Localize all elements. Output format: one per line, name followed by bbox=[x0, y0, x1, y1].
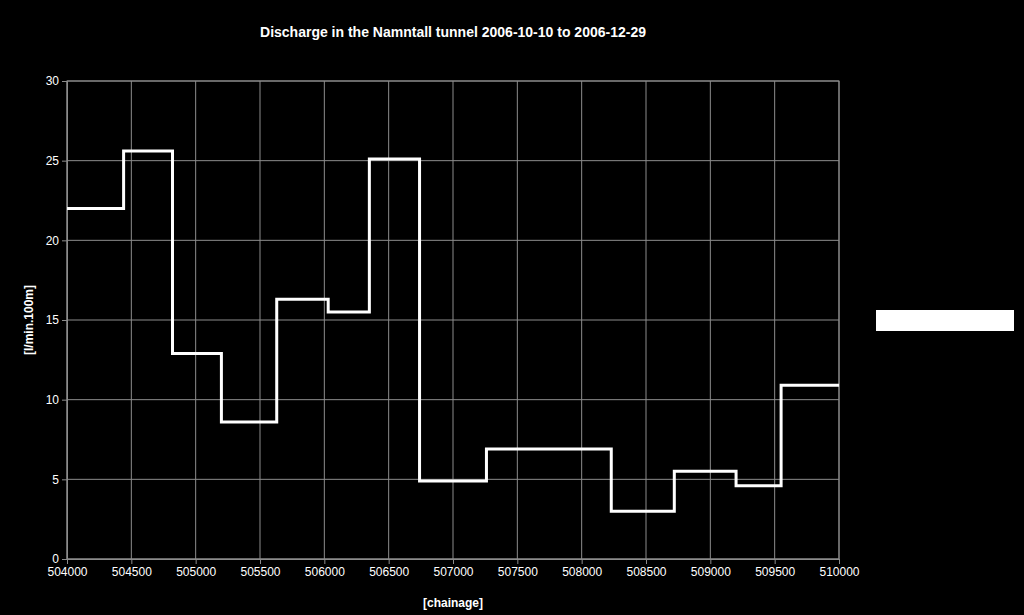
tick: 30 bbox=[46, 74, 67, 88]
x-axis-title: [chainage] bbox=[423, 596, 483, 610]
axis-line bbox=[68, 560, 840, 565]
tick-mark bbox=[839, 559, 840, 564]
x-axis: 504000 504500 505000 505500 506000 506500 5070… bbox=[47, 559, 859, 579]
tick: 508000 bbox=[562, 559, 602, 579]
tick-label: 505500 bbox=[240, 565, 280, 579]
axis-line bbox=[62, 82, 68, 560]
tick-label: 507000 bbox=[433, 565, 473, 579]
tick: 504500 bbox=[112, 559, 152, 579]
tick-mark bbox=[775, 559, 776, 564]
tick: 506500 bbox=[369, 559, 409, 579]
tick-label: 25 bbox=[46, 154, 60, 168]
tick: 505000 bbox=[176, 559, 216, 579]
tick-mark bbox=[62, 400, 67, 401]
tick-label: 505000 bbox=[176, 565, 216, 579]
tick-mark bbox=[646, 559, 647, 564]
legend-box bbox=[876, 310, 1014, 331]
tick-mark bbox=[62, 479, 67, 480]
tick-label: 20 bbox=[46, 234, 60, 248]
tick-label: 504500 bbox=[112, 565, 152, 579]
tick: 505500 bbox=[240, 559, 280, 579]
tick-mark bbox=[389, 559, 390, 564]
tick-mark bbox=[710, 559, 711, 564]
tick-mark bbox=[62, 240, 67, 241]
tick: 507500 bbox=[498, 559, 538, 579]
y-axis: 0 5 10 15 20 25 30 bbox=[46, 74, 68, 566]
tick-label: 5 bbox=[52, 473, 59, 487]
plot: 504000 504500 505000 505500 506000 506500 5070… bbox=[46, 74, 860, 578]
tick-mark bbox=[517, 559, 518, 564]
grid-line-y bbox=[67, 240, 839, 241]
tick: 506000 bbox=[305, 559, 345, 579]
tick-label: 508500 bbox=[626, 565, 666, 579]
tick-mark bbox=[62, 559, 67, 560]
tick-label: 504000 bbox=[47, 565, 87, 579]
tick-label: 30 bbox=[46, 74, 60, 88]
tick-mark bbox=[62, 161, 67, 162]
tick-mark bbox=[260, 559, 261, 564]
tick: 10 bbox=[46, 393, 67, 407]
tick: 507000 bbox=[433, 559, 473, 579]
grid bbox=[67, 81, 839, 559]
tick-mark bbox=[131, 559, 132, 564]
tick-label: 509000 bbox=[691, 565, 731, 579]
tick-label: 507500 bbox=[498, 565, 538, 579]
title: Discharge in the Namntall tunnel 2006-10… bbox=[260, 24, 646, 40]
tick-label: 15 bbox=[46, 313, 60, 327]
tick: 5 bbox=[52, 473, 67, 487]
background bbox=[0, 0, 1024, 615]
tick-label: 10 bbox=[46, 393, 60, 407]
tick: 15 bbox=[46, 313, 67, 327]
tick-label: 509500 bbox=[755, 565, 795, 579]
tick: 509000 bbox=[691, 559, 731, 579]
step-line bbox=[67, 151, 839, 511]
tick-label: 506500 bbox=[369, 565, 409, 579]
y-axis-title: [l/min.100m] bbox=[22, 285, 36, 355]
series bbox=[67, 151, 839, 511]
tick: 0 bbox=[52, 552, 67, 566]
tick-mark bbox=[62, 81, 67, 82]
tick: 508500 bbox=[626, 559, 666, 579]
tick-mark bbox=[453, 559, 454, 564]
tick: 20 bbox=[46, 234, 67, 248]
tick-mark bbox=[582, 559, 583, 564]
grid-line-y bbox=[67, 160, 839, 161]
tick-label: 508000 bbox=[562, 565, 602, 579]
tick-label: 506000 bbox=[305, 565, 345, 579]
tick-label: 510000 bbox=[819, 565, 859, 579]
grid-line-y bbox=[67, 320, 839, 321]
tick-mark bbox=[62, 320, 67, 321]
grid-line-y bbox=[67, 399, 839, 400]
chart: 504000 504500 505000 505500 506000 506500 5070… bbox=[0, 0, 1024, 615]
tick-label: 0 bbox=[52, 552, 59, 566]
tick-mark bbox=[324, 559, 325, 564]
plot-frame bbox=[67, 81, 839, 559]
tick-mark bbox=[196, 559, 197, 564]
tick: 509500 bbox=[755, 559, 795, 579]
tick: 510000 bbox=[819, 559, 859, 579]
tick: 25 bbox=[46, 154, 67, 168]
